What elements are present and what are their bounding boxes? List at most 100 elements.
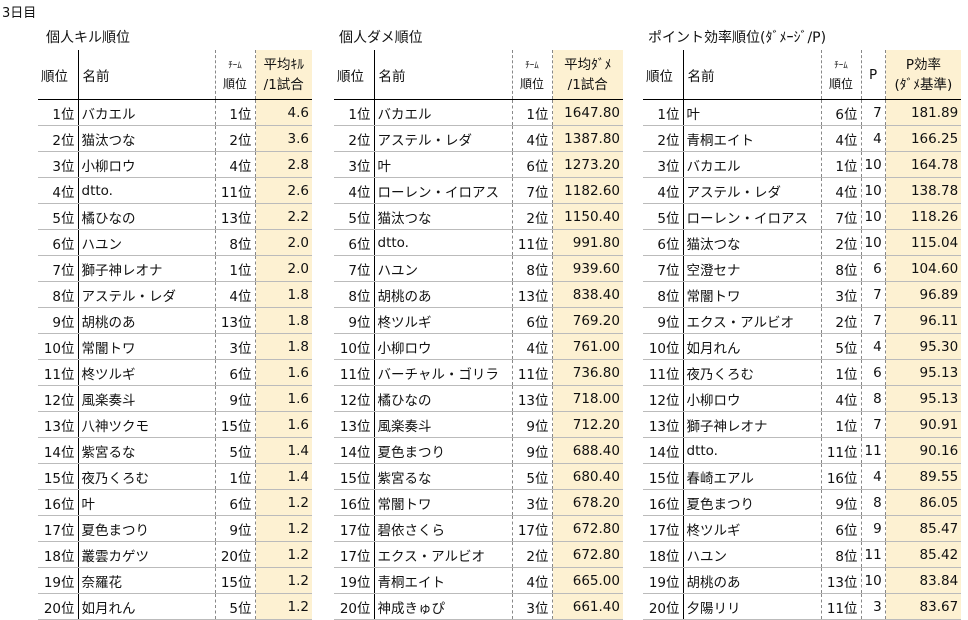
- value-cell: 1.2: [255, 593, 312, 620]
- team-rank-cell: 9位: [512, 437, 553, 464]
- header-name: 名前: [374, 50, 513, 100]
- table-row: 2位 アステル・レダ 4位 1387.80: [334, 125, 623, 152]
- name-cell: dtto.: [683, 437, 822, 464]
- value-cell: 181.89: [885, 99, 962, 126]
- name-cell: 紫宮るな: [78, 437, 216, 464]
- team-rank-cell: 4位: [512, 567, 553, 594]
- rank-cell: 20位: [38, 593, 79, 620]
- name-cell: 如月れん: [683, 333, 822, 360]
- value-cell: 712.20: [552, 411, 623, 438]
- name-cell: 猫汰つな: [683, 229, 822, 256]
- name-cell: 風楽奏斗: [374, 411, 513, 438]
- rank-cell: 16位: [334, 489, 375, 516]
- points-cell: 7: [861, 99, 886, 126]
- value-cell: 2.8: [255, 151, 312, 178]
- header-rank: 順位: [38, 50, 79, 100]
- name-cell: 猫汰つな: [78, 125, 216, 152]
- name-cell: 胡桃のあ: [683, 567, 822, 594]
- value-cell: 1.4: [255, 437, 312, 464]
- name-cell: dtto.: [78, 177, 216, 204]
- team-rank-cell: 1位: [215, 255, 256, 282]
- rank-cell: 5位: [38, 203, 79, 230]
- table-row: 12位 橘ひなの 13位 718.00: [334, 385, 623, 412]
- table-row: 17位 柊ツルギ 6位 9 85.47: [643, 515, 962, 542]
- name-cell: エクス・アルビオ: [683, 307, 822, 334]
- points-cell: 7: [861, 411, 886, 438]
- name-cell: 夜乃くろむ: [683, 359, 822, 386]
- team-rank-cell: 1位: [821, 411, 862, 438]
- team-rank-cell: 13位: [215, 307, 256, 334]
- table-row: 8位 常闇トワ 3位 7 96.89: [643, 281, 962, 308]
- value-cell: 95.13: [885, 385, 962, 412]
- name-cell: バーチャル・ゴリラ: [374, 359, 513, 386]
- table-row: 4位 アステル・レダ 4位 10 138.78: [643, 177, 962, 204]
- name-cell: 叶: [374, 151, 513, 178]
- header-avg-damage: 平均ﾀﾞﾒ/1試合: [552, 50, 623, 100]
- team-rank-cell: 3位: [512, 489, 553, 516]
- points-ranking-table: 順位 名前 ﾁｰﾑ 順位 P P効率 (ﾀﾞﾒ基準) 1位叶 6位 7 181.89 2位青…: [643, 50, 962, 620]
- rank-cell: 4位: [334, 177, 375, 204]
- rank-cell: 10位: [38, 333, 79, 360]
- rank-cell: 3位: [38, 151, 79, 178]
- name-cell: 胡桃のあ: [78, 307, 216, 334]
- rank-cell: 13位: [643, 411, 684, 438]
- table-row: 1位 バカエル 1位 1647.80: [334, 99, 623, 126]
- rank-cell: 7位: [334, 255, 375, 282]
- header-team-rank: ﾁｰﾑ 順位: [512, 50, 553, 100]
- rank-cell: 5位: [643, 203, 684, 230]
- value-cell: 939.60: [552, 255, 623, 282]
- table-row: 2位 猫汰つな 2位 3.6: [38, 125, 312, 152]
- name-cell: 空澄セナ: [683, 255, 822, 282]
- value-cell: 115.04: [885, 229, 962, 256]
- name-cell: バカエル: [374, 99, 513, 126]
- name-cell: 獅子神レオナ: [78, 255, 216, 282]
- table-row: 4位 ローレン・イロアス 7位 1182.60: [334, 177, 623, 204]
- header-rank: 順位: [643, 50, 684, 100]
- table-row: 17位 夏色まつり 9位 1.2: [38, 515, 312, 542]
- team-rank-cell: 16位: [821, 463, 862, 490]
- value-cell: 96.11: [885, 307, 962, 334]
- name-cell: 春崎エアル: [683, 463, 822, 490]
- table-row: 14位 夏色まつり 9位 688.40: [334, 437, 623, 464]
- rank-cell: 6位: [334, 229, 375, 256]
- value-cell: 769.20: [552, 307, 623, 334]
- rank-cell: 2位: [334, 125, 375, 152]
- rank-cell: 17位: [334, 515, 375, 542]
- value-cell: 166.25: [885, 125, 962, 152]
- value-cell: 96.89: [885, 281, 962, 308]
- value-cell: 718.00: [552, 385, 623, 412]
- rank-cell: 18位: [643, 541, 684, 568]
- name-cell: 青桐エイト: [374, 567, 513, 594]
- table-row: 9位 胡桃のあ 13位 1.8: [38, 307, 312, 334]
- table-row: 20位 如月れん 5位 1.2: [38, 593, 312, 620]
- name-cell: 夕陽リリ: [683, 593, 822, 620]
- damage-ranking-title: 個人ダメ順位: [339, 30, 423, 46]
- rank-cell: 18位: [38, 541, 79, 568]
- table-row: 10位 如月れん 5位 4 95.30: [643, 333, 962, 360]
- header-name: 名前: [78, 50, 216, 100]
- table-row: 11位 バーチャル・ゴリラ 11位 736.80: [334, 359, 623, 386]
- team-rank-cell: 1位: [821, 359, 862, 386]
- name-cell: 碧依さくら: [374, 515, 513, 542]
- value-cell: 1.8: [255, 307, 312, 334]
- team-rank-cell: 4位: [821, 385, 862, 412]
- team-rank-cell: 11位: [821, 593, 862, 620]
- name-cell: エクス・アルビオ: [374, 541, 513, 568]
- name-cell: 小柳ロウ: [78, 151, 216, 178]
- table-row: 6位 猫汰つな 2位 10 115.04: [643, 229, 962, 256]
- kill-ranking-table: 順位 名前 ﾁｰﾑ 順位 平均ｷﾙ/1試合 1位 バカエル 1位 4.6 2位 猫汰つな 2位…: [38, 50, 312, 620]
- rank-cell: 5位: [334, 203, 375, 230]
- name-cell: 如月れん: [78, 593, 216, 620]
- rank-cell: 7位: [38, 255, 79, 282]
- name-cell: 常闇トワ: [683, 281, 822, 308]
- rank-cell: 12位: [643, 385, 684, 412]
- points-cell: 11: [861, 541, 886, 568]
- rank-cell: 17位: [38, 515, 79, 542]
- rank-cell: 13位: [38, 411, 79, 438]
- rank-cell: 9位: [38, 307, 79, 334]
- points-cell: 8: [861, 385, 886, 412]
- table-row: 3位 小柳ロウ 4位 2.8: [38, 151, 312, 178]
- name-cell: 柊ツルギ: [374, 307, 513, 334]
- table-row: 6位 ハユン 8位 2.0: [38, 229, 312, 256]
- rank-cell: 9位: [643, 307, 684, 334]
